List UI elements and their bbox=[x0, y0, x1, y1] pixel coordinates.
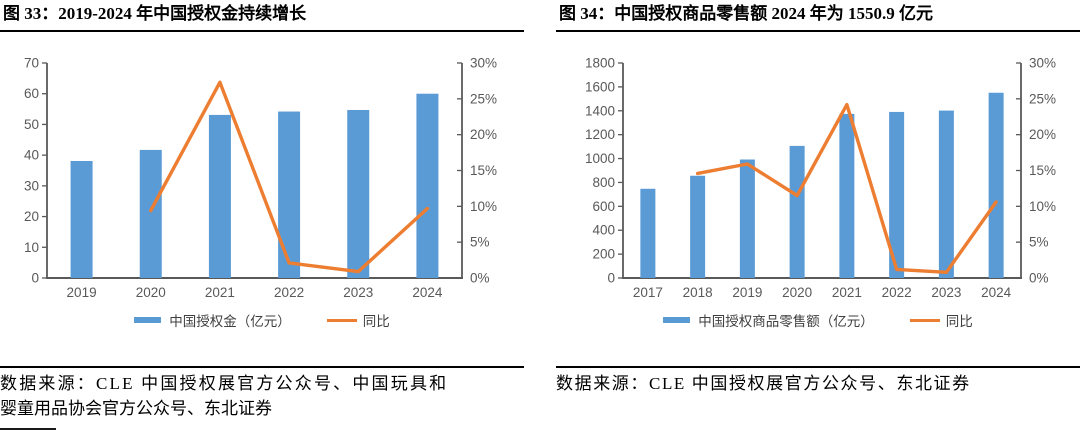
figure-33-chart: 0 10 20 30 40 50 60 70 0% 5% 10% 15% 20% 25% 30% 2019 20… bbox=[24, 56, 497, 301]
svg-text:2023: 2023 bbox=[343, 285, 373, 300]
svg-text:1000: 1000 bbox=[585, 151, 615, 166]
figure-33-source-section: 数据来源：CLE 中国授权展官方公众号、中国玩具和 婴童用品协会官方公众号、东北… bbox=[0, 366, 524, 421]
svg-text:2020: 2020 bbox=[782, 285, 812, 300]
svg-text:600: 600 bbox=[592, 199, 615, 214]
figure-34-source-rule bbox=[556, 366, 1080, 368]
svg-text:0%: 0% bbox=[1029, 271, 1049, 286]
figure-33-panel: 图 33：2019-2024 年中国授权金持续增长 0 10 20 30 40 50 60 7… bbox=[0, 0, 524, 430]
svg-text:30%: 30% bbox=[470, 56, 497, 71]
svg-text:30%: 30% bbox=[1029, 56, 1056, 71]
svg-text:20%: 20% bbox=[1029, 128, 1056, 143]
svg-text:15%: 15% bbox=[1029, 163, 1056, 178]
figure-34-title-rule bbox=[556, 30, 1080, 33]
svg-text:25%: 25% bbox=[1029, 92, 1056, 107]
svg-text:70: 70 bbox=[24, 56, 39, 71]
svg-text:2023: 2023 bbox=[931, 285, 961, 300]
figure-33-title: 图 33：2019-2024 年中国授权金持续增长 bbox=[3, 4, 307, 23]
svg-text:0: 0 bbox=[607, 271, 615, 286]
svg-text:1600: 1600 bbox=[585, 80, 615, 95]
bar-series-label: 中国授权金（亿元） bbox=[169, 314, 291, 330]
svg-text:800: 800 bbox=[592, 175, 615, 190]
svg-text:1200: 1200 bbox=[585, 128, 615, 143]
bar-series-swatch bbox=[663, 317, 691, 324]
svg-text:200: 200 bbox=[592, 247, 615, 262]
svg-text:2021: 2021 bbox=[205, 285, 235, 300]
svg-text:2024: 2024 bbox=[412, 285, 443, 300]
figure-34-panel: 图 34：中国授权商品零售额 2024 年为 1550.9 亿元 0 200 400… bbox=[556, 0, 1080, 430]
svg-text:5%: 5% bbox=[470, 235, 490, 250]
figure-33-source-line2: 婴童用品协会官方公众号、东北证券 bbox=[0, 399, 272, 418]
figure-34-chart: 0 200 400 600 800 1000 1200 1400 1600 1800 0% 5% 10%… bbox=[585, 56, 1056, 301]
bar-series-label: 中国授权商品零售额（亿元） bbox=[698, 314, 874, 330]
svg-text:2019: 2019 bbox=[732, 285, 762, 300]
figure-34-legend: 中国授权商品零售额（亿元） 同比 bbox=[556, 310, 1080, 330]
figure-33-source-line1: 数据来源：CLE 中国授权展官方公众号、中国玩具和 bbox=[0, 374, 449, 393]
svg-text:40: 40 bbox=[24, 148, 39, 163]
line-series-swatch bbox=[326, 318, 357, 323]
svg-text:0: 0 bbox=[31, 271, 39, 286]
figure-33-title-rule bbox=[0, 30, 524, 33]
svg-text:1400: 1400 bbox=[585, 104, 615, 119]
bar-series-swatch bbox=[134, 317, 162, 324]
svg-text:2022: 2022 bbox=[882, 285, 912, 300]
figure-34-source-section: 数据来源：CLE 中国授权展官方公众号、东北证券 bbox=[556, 366, 1080, 396]
svg-text:10%: 10% bbox=[470, 199, 497, 214]
svg-text:2018: 2018 bbox=[683, 285, 713, 300]
svg-text:5%: 5% bbox=[1029, 235, 1049, 250]
svg-text:30: 30 bbox=[24, 179, 39, 194]
svg-text:1800: 1800 bbox=[585, 56, 615, 71]
svg-text:15%: 15% bbox=[470, 163, 497, 178]
svg-text:25%: 25% bbox=[470, 92, 497, 107]
svg-text:10%: 10% bbox=[1029, 199, 1056, 214]
svg-text:10: 10 bbox=[24, 240, 39, 255]
svg-text:0%: 0% bbox=[470, 271, 490, 286]
svg-text:20%: 20% bbox=[470, 128, 497, 143]
figure-34-title: 图 34：中国授权商品零售额 2024 年为 1550.9 亿元 bbox=[559, 4, 933, 23]
figure-33-legend: 中国授权金（亿元） 同比 bbox=[0, 310, 524, 330]
line-series-label: 同比 bbox=[362, 314, 390, 330]
svg-text:2021: 2021 bbox=[832, 285, 862, 300]
page-bottom-rule-fragment bbox=[0, 428, 56, 430]
svg-text:20: 20 bbox=[24, 209, 39, 224]
svg-text:2024: 2024 bbox=[981, 285, 1012, 300]
svg-text:400: 400 bbox=[592, 223, 615, 238]
svg-text:50: 50 bbox=[24, 117, 39, 132]
line-series-swatch bbox=[909, 318, 940, 323]
figure-33-source-rule bbox=[0, 366, 524, 368]
line-series-label: 同比 bbox=[945, 314, 973, 330]
figure-34-source-line1: 数据来源：CLE 中国授权展官方公众号、东北证券 bbox=[556, 374, 971, 393]
svg-text:2020: 2020 bbox=[136, 285, 166, 300]
svg-text:2017: 2017 bbox=[633, 285, 663, 300]
svg-text:2022: 2022 bbox=[274, 285, 304, 300]
svg-text:2019: 2019 bbox=[67, 285, 97, 300]
svg-text:60: 60 bbox=[24, 87, 39, 102]
